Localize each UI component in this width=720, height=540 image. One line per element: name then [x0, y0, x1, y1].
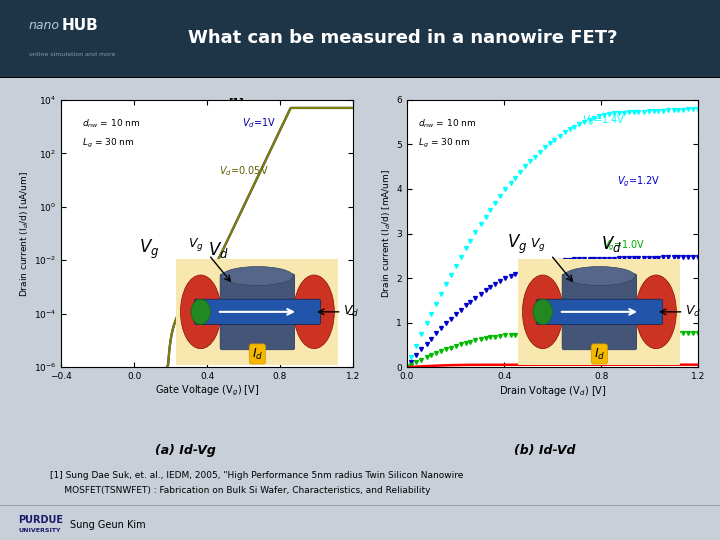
Text: HUB: HUB [61, 18, 98, 32]
Text: $I_d$: $I_d$ [594, 347, 605, 361]
Text: $V_g$=1.0V: $V_g$=1.0V [602, 239, 646, 253]
FancyBboxPatch shape [220, 274, 294, 350]
Text: (Id-Vg, Id-Vd): (Id-Vg, Id-Vd) [240, 101, 353, 116]
Text: $V_g$: $V_g$ [138, 238, 159, 261]
Text: [1] Sung Dae Suk, et. al., IEDM, 2005, "High Performance 5nm radius Twin Silicon: [1] Sung Dae Suk, et. al., IEDM, 2005, "… [50, 470, 464, 480]
Text: $V_d$: $V_d$ [343, 305, 359, 319]
Ellipse shape [636, 275, 676, 349]
Ellipse shape [294, 275, 334, 349]
Text: $d_{nw}$ = 10 nm: $d_{nw}$ = 10 nm [81, 118, 140, 130]
X-axis label: Gate Voltage (V$_g$) [V]: Gate Voltage (V$_g$) [V] [155, 384, 259, 398]
X-axis label: Drain Voltage (V$_d$) [V]: Drain Voltage (V$_d$) [V] [499, 384, 606, 398]
FancyBboxPatch shape [194, 299, 320, 325]
Text: $L_g$ = 30 nm: $L_g$ = 30 nm [81, 137, 134, 150]
Text: $L_g$ = 30 nm: $L_g$ = 30 nm [418, 137, 471, 150]
Text: UNIVERSITY: UNIVERSITY [18, 528, 60, 532]
Ellipse shape [222, 267, 293, 286]
Y-axis label: Drain current (I$_d$/d) [mA/um]: Drain current (I$_d$/d) [mA/um] [381, 169, 393, 298]
Text: MOSFET(TSNWFET) : Fabrication on Bulk Si Wafer, Characteristics, and Reliability: MOSFET(TSNWFET) : Fabrication on Bulk Si… [50, 485, 431, 495]
Ellipse shape [181, 275, 221, 349]
Text: $V_g$: $V_g$ [508, 233, 528, 256]
Ellipse shape [564, 267, 635, 286]
Text: nano: nano [29, 18, 60, 31]
Text: $V_g$: $V_g$ [530, 236, 546, 253]
Text: (a) Id-Vg: (a) Id-Vg [155, 443, 215, 456]
Text: Sung Geun Kim: Sung Geun Kim [70, 520, 145, 530]
Circle shape [533, 299, 552, 325]
FancyBboxPatch shape [562, 274, 636, 350]
FancyBboxPatch shape [536, 299, 662, 325]
Text: $V_d$=0.05V: $V_d$=0.05V [219, 164, 269, 178]
Y-axis label: Drain current (I$_d$/d) [uA/um]: Drain current (I$_d$/d) [uA/um] [19, 171, 31, 296]
Text: What can be measured in a nanowire FET?: What can be measured in a nanowire FET? [189, 29, 618, 46]
Text: PURDUE: PURDUE [18, 515, 63, 525]
Text: $I_d$: $I_d$ [252, 347, 263, 361]
Text: $d_{nw}$ = 10 nm: $d_{nw}$ = 10 nm [418, 118, 477, 130]
Text: $V_g$=1.2V: $V_g$=1.2V [617, 175, 660, 189]
Text: online simulation and more: online simulation and more [29, 52, 115, 57]
Text: [1]: [1] [228, 98, 244, 109]
Text: (b) Id-Vd: (b) Id-Vd [514, 443, 576, 456]
Circle shape [191, 299, 210, 325]
Text: $V_d$: $V_d$ [208, 240, 229, 260]
Text: $V_g$: $V_g$ [188, 236, 204, 253]
Text: $V_d$: $V_d$ [685, 305, 701, 319]
Text: $V_g$=1.4V: $V_g$=1.4V [582, 113, 626, 127]
Ellipse shape [523, 275, 563, 349]
Text: IV Characteristics: IV Characteristics [72, 101, 224, 116]
Text: $V_d$=1V: $V_d$=1V [242, 116, 276, 130]
Text: $V_d$: $V_d$ [600, 234, 621, 254]
